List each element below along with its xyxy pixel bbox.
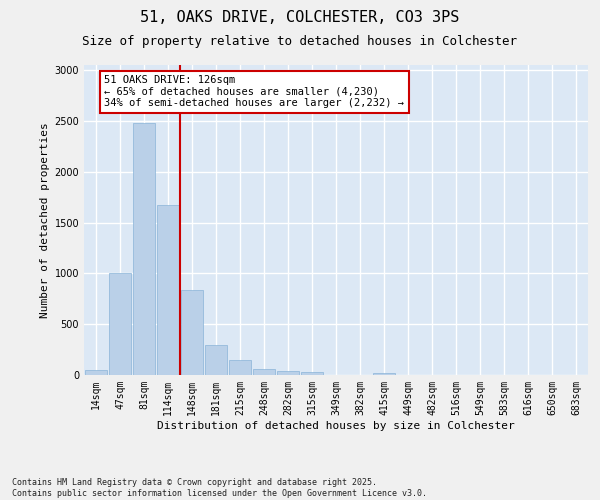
Bar (205, 344, 227, 375)
Bar (253, 369, 275, 375)
Bar (229, 360, 251, 375)
Bar (301, 372, 323, 375)
Text: Contains HM Land Registry data © Crown copyright and database right 2025.
Contai: Contains HM Land Registry data © Crown c… (12, 478, 427, 498)
Bar (133, 123, 155, 375)
Bar (181, 290, 203, 375)
Bar (157, 206, 179, 375)
X-axis label: Distribution of detached houses by size in Colchester: Distribution of detached houses by size … (157, 420, 515, 430)
Bar (277, 371, 299, 375)
Y-axis label: Number of detached properties: Number of detached properties (40, 122, 50, 318)
Bar (85, 370, 107, 375)
Text: Size of property relative to detached houses in Colchester: Size of property relative to detached ho… (83, 35, 517, 48)
Text: 51 OAKS DRIVE: 126sqm
← 65% of detached houses are smaller (4,230)
34% of semi-d: 51 OAKS DRIVE: 126sqm ← 65% of detached … (104, 75, 404, 108)
Bar (373, 373, 395, 375)
Bar (109, 273, 131, 375)
Text: 51, OAKS DRIVE, COLCHESTER, CO3 3PS: 51, OAKS DRIVE, COLCHESTER, CO3 3PS (140, 10, 460, 25)
